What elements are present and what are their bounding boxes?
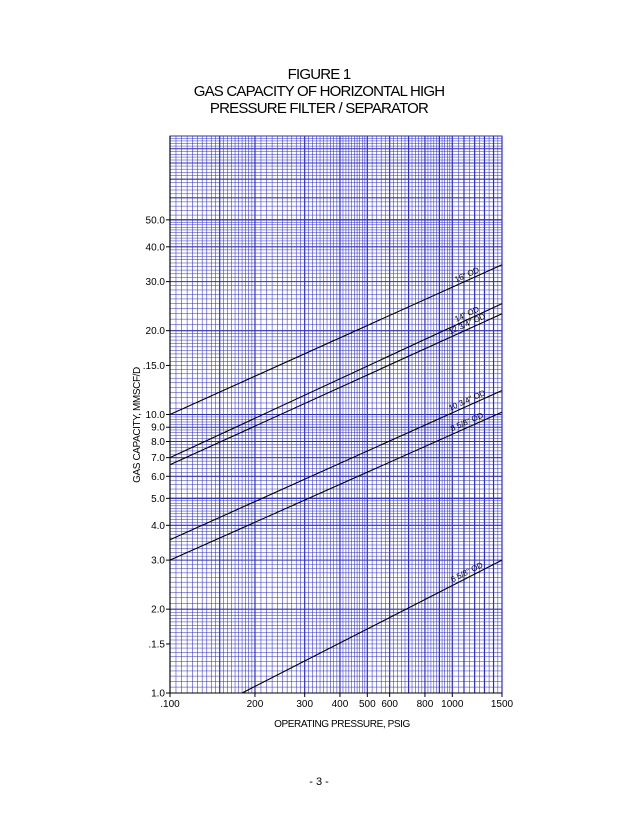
axes: 1.0 .1.5 2.0 3.0 4.0 5.0 6.0 7.0 8.0 9.0 10.0 .15.0… [143,136,514,710]
chart-title-line-2: GAS CAPACITY OF HORIZONTAL HIGH [193,83,445,100]
y-tick-label: 8.0 [151,437,165,448]
y-tick-label: 7.0 [151,453,165,464]
x-tick-label: 300 [296,699,313,710]
y-tick-label: 20.0 [146,326,166,337]
y-tick-label: 2.0 [151,605,165,616]
x-tick-label: 800 [417,699,434,710]
x-tick-label: .100 [160,699,180,710]
chart-title-line-3: PRESSURE FILTER / SEPARATOR [209,100,429,117]
y-tick-label: 6.0 [151,472,165,483]
series-line [241,559,503,694]
y-tick-label: 30.0 [146,277,166,288]
x-tick-label: 200 [247,699,264,710]
x-tick-label: 1500 [491,699,514,710]
page-number: - 3 - [309,776,329,788]
x-tick-label: 500 [359,699,376,710]
series-line [169,264,503,416]
y-tick-label: .1.5 [148,639,165,650]
x-tick-label: 600 [381,699,398,710]
y-tick-label: 4.0 [151,521,165,532]
y-tick-label: 1.0 [151,689,165,700]
y-tick-label: 40.0 [146,242,166,253]
y-axis-label: GAS CAPACITY, MMSCF/D [132,367,143,483]
x-axis-label: OPERATING PRESSURE, PSIG [274,719,410,730]
y-tick-label: 50.0 [146,215,166,226]
x-tick-label: 1000 [441,699,464,710]
chart-title-line-1: FIGURE 1 [287,66,352,83]
grid [169,135,503,694]
series-line [169,411,503,561]
y-tick-label: 9.0 [151,423,165,434]
series-line [169,389,503,541]
y-tick-label: 3.0 [151,556,165,567]
y-tick-label: 10.0 [146,410,166,421]
series-line [169,303,503,459]
y-tick-label: 5.0 [151,494,165,505]
y-tick-label: .15.0 [143,361,166,372]
x-tick-label: 400 [332,699,349,710]
series-line [169,313,503,466]
